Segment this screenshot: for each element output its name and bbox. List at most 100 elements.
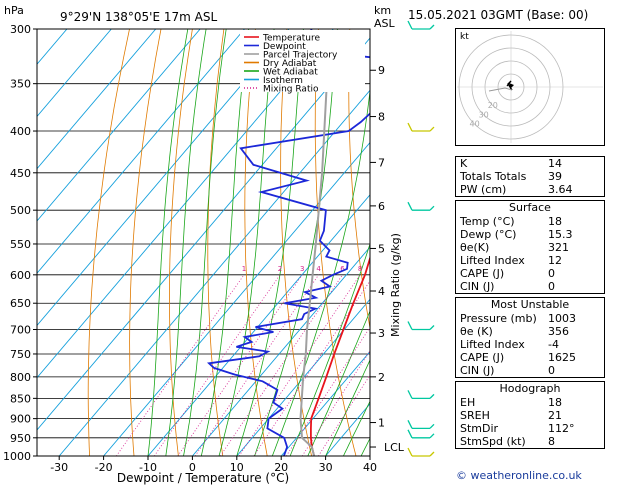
- pressure-tick-label: 600: [10, 269, 31, 282]
- wet-adiabat-line: [289, 242, 370, 456]
- legend-background: [240, 30, 365, 92]
- km-tick-label: 5: [378, 242, 385, 255]
- row-name: Pressure (mb): [460, 312, 537, 325]
- legend-label: Isotherm: [263, 76, 303, 86]
- table-row: CIN (J) 0: [456, 364, 604, 377]
- table-row: θe(K) 321: [456, 241, 604, 254]
- pressure-tick-label: 850: [10, 392, 31, 405]
- row-name: Temp (°C): [460, 215, 515, 228]
- isotherm-line: [37, 29, 245, 274]
- row-value: 15.3: [548, 228, 573, 241]
- table-row: Dewp (°C) 15.3: [456, 228, 604, 241]
- km-tick-label: 4: [378, 285, 385, 298]
- wet-adiabat-line: [343, 400, 370, 456]
- pressure-tick-label: 550: [10, 238, 31, 251]
- wind-barb-flag: [407, 20, 413, 30]
- wet-adiabat-line: [183, 29, 227, 456]
- row-name: CAPE (J): [460, 267, 505, 280]
- parcel-trajectory-line: [299, 62, 328, 456]
- pressure-tick-label: 400: [10, 125, 31, 138]
- row-value: 0: [548, 280, 555, 293]
- legend-label: Parcel Trajectory: [263, 51, 338, 61]
- asl-label: ASL: [374, 17, 396, 30]
- pressure-tick-label: 300: [10, 23, 31, 36]
- table-row: PW (cm) 3.64: [456, 183, 604, 196]
- hpa-label: hPa: [4, 4, 24, 17]
- row-value: -4: [548, 338, 559, 351]
- row-value: 18: [548, 215, 562, 228]
- wind-barb-tip: [429, 433, 435, 439]
- table-row: Totals Totals 39: [456, 170, 604, 183]
- mixing-ratio-line: [318, 374, 370, 456]
- wet-adiabat-line: [236, 29, 304, 456]
- pressure-tick-label: 350: [10, 78, 31, 91]
- wet-adiabat-line: [147, 29, 189, 456]
- table-row: Temp (°C) 18: [456, 215, 604, 228]
- wind-barb-flag: [407, 429, 413, 439]
- temperature-tick-label: -20: [95, 461, 113, 474]
- copyright: © weatheronline.co.uk: [456, 469, 582, 482]
- legend-label: Temperature: [262, 34, 320, 44]
- row-value: 3.64: [548, 183, 573, 196]
- dry-adiabat-line: [314, 29, 357, 456]
- km-tick-label: 6: [378, 200, 385, 213]
- isotherm-line: [37, 29, 157, 170]
- mixing-ratio-label: 1: [242, 265, 246, 273]
- row-name: θe (K): [460, 325, 493, 338]
- hodograph-storm-trace: [488, 87, 513, 92]
- wet-adiabat-line: [254, 29, 338, 456]
- row-name: CAPE (J): [460, 351, 505, 364]
- km-tick-label: 2: [378, 371, 385, 384]
- mixing-ratio-axis-label: Mixing Ratio (g/kg): [389, 233, 402, 337]
- pressure-axis: 300 350 400 450 500 550 600 650 700 750 800 850 900 9…: [3, 23, 37, 463]
- km-tick-label: 3: [378, 327, 385, 340]
- pressure-tick-label: 500: [10, 204, 31, 217]
- dry-adiabat-line: [169, 29, 193, 456]
- isotherm-line: [147, 194, 370, 456]
- row-name: CIN (J): [460, 364, 495, 377]
- wet-adiabat-line: [307, 309, 370, 456]
- hodograph-storm-marker: [509, 83, 514, 89]
- isotherm-line: [192, 246, 370, 456]
- dry-adiabat-line: [207, 29, 225, 456]
- wind-barb-flag: [407, 447, 413, 457]
- temperature-tick-label: 10: [230, 461, 244, 474]
- mixing-ratio-label: 25: [430, 265, 439, 273]
- row-name: CIN (J): [460, 280, 495, 293]
- mixing-ratio-label: 2: [278, 265, 282, 273]
- x-axis-label: Dewpoint / Temperature (°C): [117, 471, 289, 485]
- row-value: 39: [548, 170, 562, 183]
- hodograph-rings: [457, 31, 603, 143]
- temperature-tick-label: 0: [189, 461, 196, 474]
- datetime-label: 15.05.2021 03GMT (Base: 00): [408, 8, 589, 22]
- row-value: 112°: [548, 422, 575, 435]
- mixing-ratio-label: 3: [300, 265, 304, 273]
- pressure-tick-label: 750: [10, 348, 31, 361]
- wind-barbs: [407, 20, 435, 457]
- legend-label: Dewpoint: [263, 42, 306, 52]
- row-value: 21: [548, 409, 562, 422]
- km-label: km: [374, 4, 391, 17]
- most-unstable-title: Most Unstable: [490, 298, 570, 311]
- wind-barb-flag: [407, 122, 413, 132]
- row-name: Totals Totals: [460, 170, 527, 183]
- row-name: Dewp (°C): [460, 228, 517, 241]
- wind-barb-flag: [407, 420, 413, 429]
- km-tick-label: 8: [378, 111, 385, 124]
- isotherm-line: [37, 29, 112, 118]
- dry-adiabat-line: [244, 29, 268, 456]
- isotherm-line: [280, 350, 370, 456]
- isotherm-line: [37, 37, 370, 431]
- legend-label: Mixing Ratio: [263, 85, 319, 95]
- wind-barb-tip: [429, 423, 435, 429]
- mixing-ratio-line: [115, 274, 245, 456]
- hodograph-ring-label: 40: [470, 119, 480, 128]
- row-value: 321: [548, 241, 569, 254]
- mixing-ratio-line: [194, 274, 319, 456]
- temperature-tick-label: 20: [274, 461, 288, 474]
- isotherm-line: [103, 141, 370, 456]
- mixing-ratio-label: 10: [370, 265, 379, 273]
- row-name: Lifted Index: [460, 254, 525, 267]
